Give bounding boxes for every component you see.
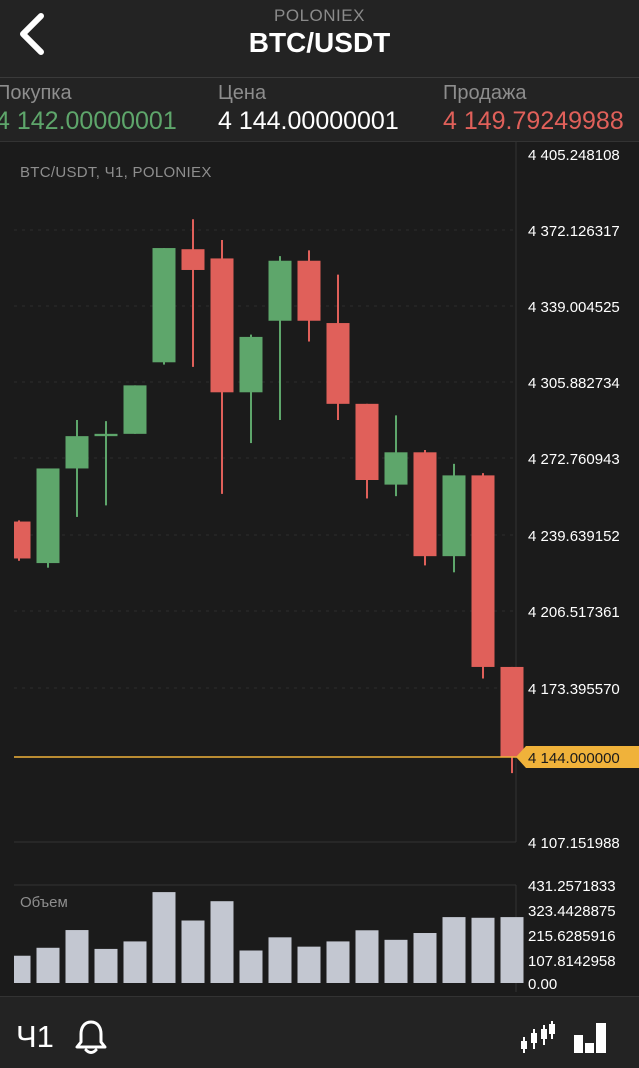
volume-bar [384, 939, 408, 983]
y-axis-label: 4 272.760943 [528, 451, 620, 468]
volume-axis-label: 215.6285916 [528, 928, 616, 945]
candle-body [413, 452, 437, 557]
volume-toggle-button[interactable] [572, 1019, 608, 1060]
chart-area[interactable]: 4 405.248108 4 372.126317 4 339.004525 4 30… [0, 142, 639, 992]
volume-bar [239, 950, 263, 983]
candle-body [268, 260, 292, 321]
y-axis-label: 4 173.395570 [528, 681, 620, 698]
price-label: Цена [218, 82, 267, 104]
volume-bar [500, 917, 524, 983]
volume-axis-label: 107.8142958 [528, 953, 616, 970]
volume-bar [355, 930, 379, 983]
volume-bar [123, 941, 147, 983]
alerts-button[interactable] [74, 1019, 108, 1060]
header: POLONIEX BTC/USDT [0, 0, 639, 78]
volume-bar [471, 917, 495, 983]
candle-body [152, 248, 176, 363]
volume-title: Объем [20, 894, 68, 911]
volume-bar [442, 917, 466, 983]
volume-bar [65, 930, 89, 983]
bell-icon [75, 1020, 107, 1054]
candle-body [355, 403, 379, 480]
last-price: 4 144.00000001 [218, 107, 399, 135]
back-button[interactable] [10, 8, 54, 60]
y-axis-label: 4 339.004525 [528, 299, 620, 316]
y-axis-label: 4 372.126317 [528, 223, 620, 240]
chart-title: BTC/USDT, Ч1, POLONIEX [20, 164, 212, 181]
sell-price-block: Продажа 4 149.79249988 [443, 82, 624, 138]
timeframe-button[interactable]: Ч1 [16, 1019, 54, 1054]
pair-title: BTC/USDT [248, 27, 391, 58]
volume-bar [152, 892, 176, 983]
y-axis-label: 4 239.639152 [528, 528, 620, 545]
candlestick-chart[interactable]: 4 405.248108 4 372.126317 4 339.004525 4 30… [0, 142, 639, 992]
y-axis-label: 4 405.248108 [528, 147, 620, 164]
current-price-label: 4 144.000000 [528, 750, 620, 767]
sell-label: Продажа [443, 82, 527, 104]
exchange-name: POLONIEX [274, 6, 365, 25]
volume-axis-label: 0.00 [528, 976, 557, 992]
volume-bars-icon [574, 1023, 606, 1053]
y-axis-label: 4 206.517361 [528, 604, 620, 621]
candle-body [65, 436, 89, 469]
volume-bar [326, 941, 350, 983]
candle-body [210, 258, 234, 393]
volume-bar [210, 901, 234, 983]
candle-body [500, 666, 524, 757]
candle-body [123, 385, 147, 434]
volume-bar [413, 933, 437, 983]
candle-body [181, 249, 205, 270]
volume-axis-label: 431.2571833 [528, 878, 616, 895]
buy-price-block: Покупка 4 142.00000001 [0, 82, 177, 138]
volume-bar [297, 946, 321, 983]
chevron-left-icon [20, 13, 44, 55]
y-axis-label: 4 107.151988 [528, 835, 620, 852]
volume-bar [268, 937, 292, 983]
candle-body [297, 260, 321, 321]
buy-label: Покупка [0, 82, 72, 104]
candle-body [36, 468, 60, 564]
current-price-tag [516, 745, 639, 768]
candle-body [326, 323, 350, 404]
candle-body [14, 521, 31, 559]
volume-bar [36, 947, 60, 983]
candle-body [471, 475, 495, 667]
candlestick-chart-icon [521, 1021, 555, 1053]
y-axis-label: 4 305.882734 [528, 375, 620, 392]
buy-price: 4 142.00000001 [0, 107, 177, 135]
last-price-block: Цена 4 144.00000001 [218, 82, 399, 138]
bottom-toolbar: Ч1 [0, 996, 639, 1068]
volume-bar [94, 948, 118, 983]
volume-axis-label: 323.4428875 [528, 903, 616, 920]
candle-body [239, 336, 263, 393]
candle-body [384, 452, 408, 485]
price-strip: Покупка 4 142.00000001 Цена 4 144.000000… [0, 78, 639, 142]
volume-bar [14, 955, 31, 983]
candle-body [94, 433, 118, 437]
candle-body [442, 475, 466, 557]
volume-bar [181, 920, 205, 983]
chart-type-button[interactable] [518, 1019, 556, 1060]
sell-price: 4 149.79249988 [443, 107, 624, 135]
